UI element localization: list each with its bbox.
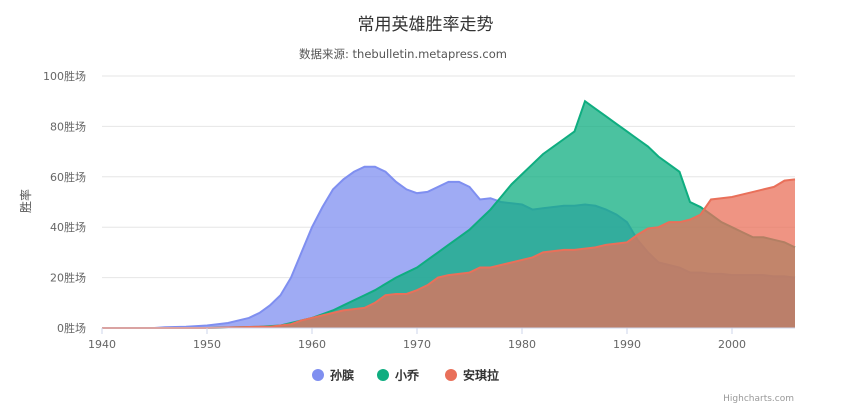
x-tick-label: 1970 xyxy=(403,338,431,351)
y-tick-label: 100胜场 xyxy=(43,69,86,83)
legend-label: 小乔 xyxy=(395,368,420,383)
chart-subtitle: 数据来源: thebulletin.metapress.com xyxy=(299,47,507,61)
x-axis-ticks: 1940 1950 1960 1970 1980 1990 2000 xyxy=(88,328,746,351)
y-tick-label: 0胜场 xyxy=(57,321,86,335)
x-tick-label: 1950 xyxy=(193,338,221,351)
chart-title: 常用英雄胜率走势 xyxy=(358,15,494,35)
x-tick-label: 1980 xyxy=(508,338,536,351)
y-axis-label: 胜率 xyxy=(18,189,33,213)
legend-label: 孙膑 xyxy=(330,368,354,383)
legend: 孙膑 小乔 安琪拉 xyxy=(312,368,499,383)
y-tick-label: 40胜场 xyxy=(50,220,86,234)
y-axis-ticks: 0胜场 20胜场 40胜场 60胜场 80胜场 100胜场 xyxy=(43,69,86,335)
legend-item-1[interactable]: 小乔 xyxy=(377,368,420,383)
y-tick-label: 20胜场 xyxy=(50,271,86,285)
x-tick-label: 1940 xyxy=(88,338,116,351)
series-area-2[interactable] xyxy=(102,179,795,328)
legend-label: 安琪拉 xyxy=(463,368,499,383)
credits-link[interactable]: Highcharts.com xyxy=(723,394,794,404)
y-tick-label: 80胜场 xyxy=(50,119,86,133)
x-tick-label: 2000 xyxy=(718,338,746,351)
y-tick-label: 60胜场 xyxy=(50,170,86,184)
legend-symbol xyxy=(312,369,324,381)
legend-item-0[interactable]: 孙膑 xyxy=(312,368,354,383)
legend-item-2[interactable]: 安琪拉 xyxy=(445,368,499,383)
legend-symbol xyxy=(445,369,457,381)
series-areas xyxy=(102,99,796,329)
series-line-2[interactable] xyxy=(102,178,796,329)
x-tick-label: 1960 xyxy=(298,338,326,351)
legend-symbol xyxy=(377,369,389,381)
x-tick-label: 1990 xyxy=(613,338,641,351)
